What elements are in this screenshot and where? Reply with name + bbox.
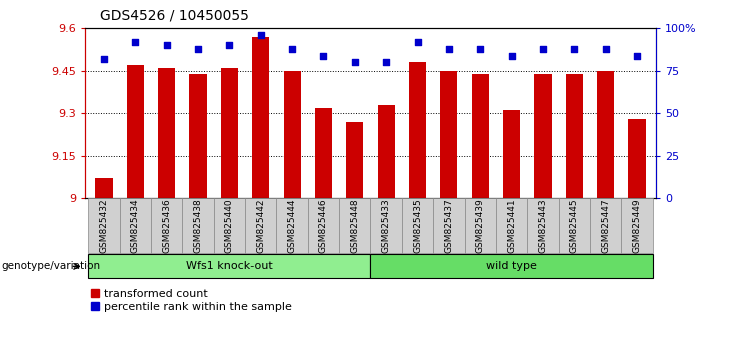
Bar: [284, 71, 301, 198]
Bar: [503, 110, 520, 198]
Bar: [151, 198, 182, 253]
Point: [411, 39, 423, 45]
Text: Wfs1 knock-out: Wfs1 knock-out: [186, 261, 273, 272]
Legend: transformed count, percentile rank within the sample: transformed count, percentile rank withi…: [90, 289, 292, 312]
Bar: [308, 198, 339, 253]
Point: [224, 42, 236, 48]
Text: GSM825436: GSM825436: [162, 198, 171, 253]
Bar: [370, 255, 653, 278]
Bar: [597, 71, 614, 198]
Text: GSM825448: GSM825448: [350, 198, 359, 253]
Point: [443, 46, 455, 52]
Bar: [120, 198, 151, 253]
Text: GSM825435: GSM825435: [413, 198, 422, 253]
Text: GSM825446: GSM825446: [319, 198, 328, 253]
Bar: [528, 198, 559, 253]
Bar: [127, 65, 144, 198]
Bar: [559, 198, 590, 253]
Bar: [621, 198, 653, 253]
Point: [568, 46, 580, 52]
Bar: [378, 105, 395, 198]
Bar: [252, 37, 270, 198]
Bar: [565, 74, 583, 198]
Bar: [190, 74, 207, 198]
Bar: [402, 198, 433, 253]
Text: genotype/variation: genotype/variation: [1, 261, 101, 272]
Text: GSM825449: GSM825449: [633, 198, 642, 253]
Text: GSM825443: GSM825443: [539, 198, 548, 253]
Point: [537, 46, 549, 52]
Bar: [213, 198, 245, 253]
Point: [599, 46, 611, 52]
Point: [286, 46, 298, 52]
Bar: [346, 122, 363, 198]
Point: [318, 53, 330, 58]
Text: GSM825438: GSM825438: [193, 198, 202, 253]
Text: GSM825433: GSM825433: [382, 198, 391, 253]
Bar: [276, 198, 308, 253]
Bar: [221, 68, 238, 198]
Bar: [88, 255, 370, 278]
Point: [349, 59, 361, 65]
Bar: [628, 119, 645, 198]
Point: [192, 46, 204, 52]
Bar: [590, 198, 621, 253]
Text: GSM825432: GSM825432: [99, 198, 108, 253]
Text: wild type: wild type: [486, 261, 537, 272]
Point: [380, 59, 392, 65]
Text: GDS4526 / 10450055: GDS4526 / 10450055: [100, 9, 249, 23]
Bar: [315, 108, 332, 198]
Bar: [339, 198, 370, 253]
Bar: [496, 198, 528, 253]
Bar: [433, 198, 465, 253]
Bar: [370, 198, 402, 253]
Bar: [245, 198, 276, 253]
Text: GSM825434: GSM825434: [131, 198, 140, 253]
Text: GSM825437: GSM825437: [445, 198, 453, 253]
Bar: [96, 178, 113, 198]
Text: GSM825441: GSM825441: [507, 198, 516, 253]
Text: GSM825439: GSM825439: [476, 198, 485, 253]
Bar: [534, 74, 551, 198]
Point: [98, 56, 110, 62]
Point: [474, 46, 486, 52]
Bar: [182, 198, 213, 253]
Bar: [440, 71, 457, 198]
Point: [130, 39, 142, 45]
Point: [505, 53, 517, 58]
Bar: [465, 198, 496, 253]
Bar: [409, 62, 426, 198]
Text: GSM825440: GSM825440: [225, 198, 234, 253]
Text: GSM825444: GSM825444: [288, 199, 296, 253]
Point: [631, 53, 643, 58]
Text: GSM825447: GSM825447: [601, 198, 610, 253]
Text: GSM825442: GSM825442: [256, 199, 265, 253]
Bar: [88, 198, 120, 253]
Text: GSM825445: GSM825445: [570, 198, 579, 253]
Point: [161, 42, 173, 48]
Bar: [158, 68, 176, 198]
Point: [255, 32, 267, 38]
Bar: [471, 74, 489, 198]
